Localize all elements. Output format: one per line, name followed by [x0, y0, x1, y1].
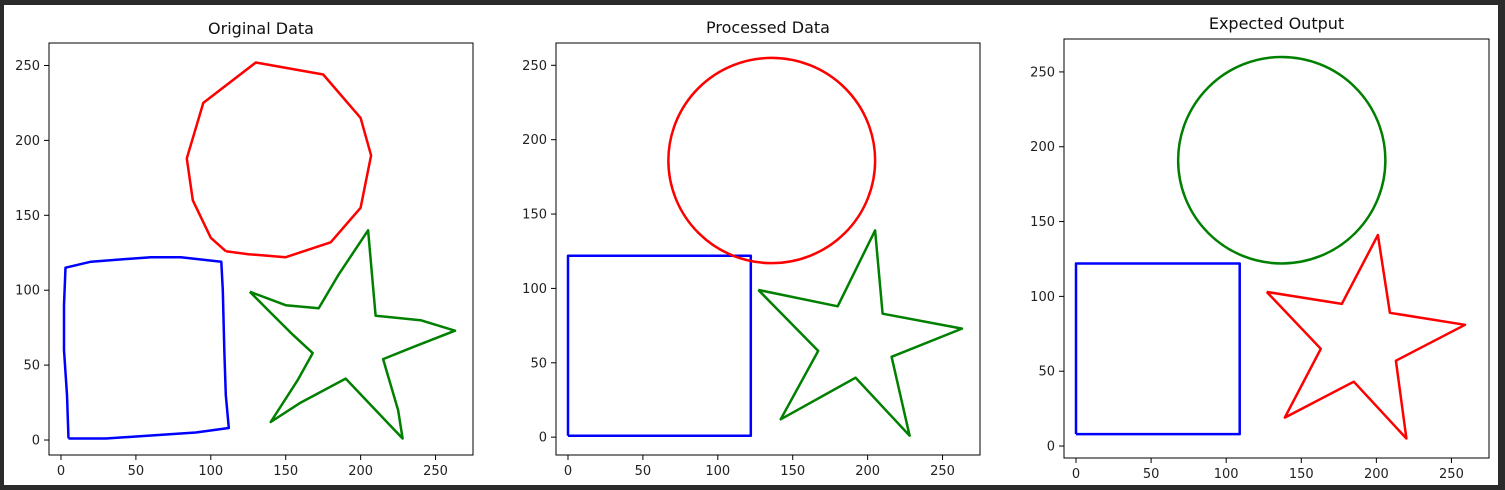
y-tick-label: 100 [15, 284, 40, 299]
series-shape-2 [1265, 233, 1467, 440]
y-tick-label: 50 [23, 359, 40, 374]
series-shape-1 [667, 56, 877, 265]
y-tick-label: 0 [539, 431, 547, 446]
x-tick-label: 150 [273, 464, 298, 479]
subplot-title: Expected Output [1209, 14, 1344, 33]
y-tick-label: 250 [15, 59, 40, 74]
x-tick-label: 100 [198, 464, 223, 479]
x-tick-label: 50 [635, 464, 652, 479]
y-tick-label: 50 [1038, 365, 1055, 380]
series-shape-0 [1074, 262, 1241, 436]
y-tick-label: 150 [522, 208, 547, 223]
x-tick-label: 0 [564, 464, 572, 479]
x-tick-label: 250 [930, 464, 955, 479]
y-tick-label: 100 [1030, 290, 1055, 305]
y-tick-label: 200 [1030, 140, 1055, 155]
y-tick-label: 200 [15, 134, 40, 149]
figure-canvas: Original Data 0 50 100 150 200 250 0 50 100 150 20… [4, 5, 1498, 485]
axes-frame [555, 42, 981, 456]
y-tick-label: 50 [530, 356, 547, 371]
series-shape-1 [185, 61, 373, 259]
y-tick-label: 250 [1030, 65, 1055, 80]
y-tick-label: 0 [32, 434, 40, 449]
series-shape-2 [757, 229, 964, 437]
series-shape-1 [1176, 55, 1387, 265]
x-tick-label: 100 [705, 464, 730, 479]
subplot-processed-data: Processed Data 0 50 100 150 200 250 0 50 100 150 2… [522, 18, 981, 479]
x-tick-label: 250 [1439, 467, 1464, 482]
series-shape-0 [566, 254, 753, 437]
series-shape-2 [248, 229, 457, 440]
x-tick-label: 250 [423, 464, 448, 479]
y-tick-label: 150 [1030, 215, 1055, 230]
y-tick-label: 100 [522, 282, 547, 297]
y-tick-label: 150 [15, 209, 40, 224]
figure-svg: Original Data 0 50 100 150 200 250 0 50 100 150 20… [15, 14, 1490, 482]
series-shape-0 [62, 255, 231, 440]
x-tick-label: 0 [1072, 467, 1080, 482]
y-tick-label: 0 [1047, 440, 1055, 455]
subplot-original-data: Original Data 0 50 100 150 200 250 0 50 100 150 20… [15, 19, 474, 479]
x-tick-label: 200 [1364, 467, 1389, 482]
x-tick-label: 150 [780, 464, 805, 479]
subplot-expected-output: Expected Output 0 50 100 150 200 250 0 50 100 150… [1030, 14, 1490, 482]
axes-frame [48, 42, 474, 456]
x-tick-label: 200 [855, 464, 880, 479]
y-tick-label: 200 [522, 133, 547, 148]
x-tick-label: 0 [57, 464, 65, 479]
x-tick-label: 200 [348, 464, 373, 479]
x-tick-label: 100 [1214, 467, 1239, 482]
x-tick-label: 50 [128, 464, 145, 479]
x-tick-label: 50 [1143, 467, 1160, 482]
subplot-title: Processed Data [706, 18, 830, 37]
subplot-title: Original Data [208, 19, 314, 38]
y-tick-label: 250 [522, 59, 547, 74]
axes-frame [1063, 38, 1490, 459]
x-tick-label: 150 [1289, 467, 1314, 482]
